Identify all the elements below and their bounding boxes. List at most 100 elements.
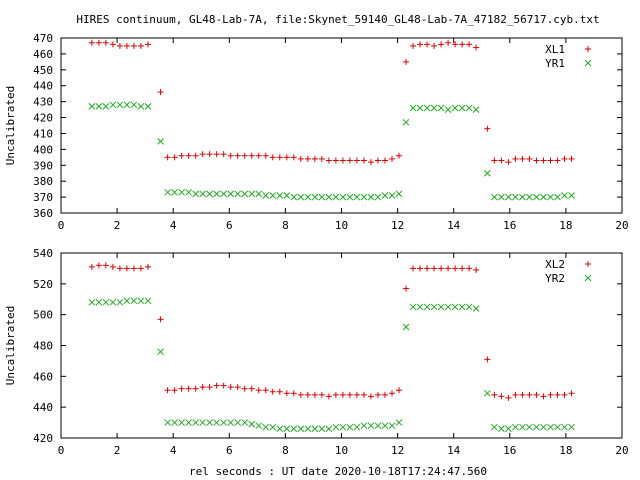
data-point xyxy=(164,188,171,196)
data-point xyxy=(498,425,505,433)
y-tick-label: 470 xyxy=(33,32,53,45)
data-point xyxy=(360,157,367,164)
x-tick-label: 12 xyxy=(391,219,404,232)
x-tick-label: 20 xyxy=(615,444,628,457)
data-point xyxy=(403,285,410,292)
data-point xyxy=(388,155,395,162)
data-point xyxy=(388,192,396,199)
data-point xyxy=(255,190,263,198)
data-point xyxy=(332,157,339,164)
data-point xyxy=(157,316,164,323)
data-point xyxy=(568,423,575,431)
x-tick-label: 10 xyxy=(335,219,348,232)
data-point xyxy=(438,41,445,48)
data-point xyxy=(417,41,424,48)
data-point xyxy=(540,423,547,431)
data-point xyxy=(130,42,137,49)
data-point xyxy=(395,419,403,426)
data-point xyxy=(512,423,519,431)
data-point xyxy=(367,422,375,430)
data-point xyxy=(318,155,325,162)
data-point xyxy=(444,303,452,311)
data-point xyxy=(130,265,137,272)
data-point xyxy=(185,385,192,392)
data-point xyxy=(234,419,242,426)
y-axis-label: Uncalibrated xyxy=(4,86,17,165)
data-point xyxy=(255,152,262,159)
data-point xyxy=(395,190,403,198)
data-point xyxy=(290,193,298,201)
data-point xyxy=(431,42,438,49)
data-point xyxy=(269,154,276,161)
data-point xyxy=(410,265,417,272)
data-point xyxy=(505,159,512,166)
legend-label: XL2 xyxy=(545,258,565,271)
data-point xyxy=(484,356,491,363)
data-point xyxy=(164,419,171,426)
data-point xyxy=(431,265,438,272)
data-point xyxy=(88,103,96,110)
data-point xyxy=(178,152,185,159)
data-point xyxy=(409,303,417,311)
data-point xyxy=(484,169,491,177)
data-point xyxy=(116,265,123,272)
data-point xyxy=(452,265,459,272)
data-point xyxy=(360,193,368,201)
data-point xyxy=(332,423,340,431)
y-tick-label: 480 xyxy=(33,340,53,353)
data-point xyxy=(241,385,248,392)
data-point xyxy=(206,419,214,426)
data-point xyxy=(178,419,185,426)
data-point xyxy=(381,192,389,199)
data-point xyxy=(444,106,452,113)
data-point xyxy=(304,425,312,433)
data-point xyxy=(255,422,263,430)
data-point xyxy=(220,151,227,158)
x-tick-label: 8 xyxy=(282,444,289,457)
y-tick-label: 440 xyxy=(33,401,53,414)
data-point xyxy=(248,420,256,428)
data-point xyxy=(459,265,466,272)
y-tick-label: 440 xyxy=(33,80,53,93)
data-point xyxy=(297,391,304,398)
data-point xyxy=(526,193,533,201)
data-point xyxy=(318,425,326,433)
data-point xyxy=(157,348,164,356)
data-point xyxy=(171,387,178,394)
data-point xyxy=(318,193,326,201)
data-point xyxy=(526,423,533,431)
data-point xyxy=(234,190,242,198)
data-point xyxy=(374,422,382,430)
data-point xyxy=(367,393,374,400)
data-point xyxy=(304,155,311,162)
legend-label: YR2 xyxy=(545,272,565,285)
data-point xyxy=(199,151,206,158)
y-tick-label: 450 xyxy=(33,64,53,77)
data-point xyxy=(116,298,124,306)
data-point xyxy=(353,391,360,398)
x-tick-label: 2 xyxy=(114,444,121,457)
data-point xyxy=(192,419,199,426)
data-point xyxy=(95,298,103,306)
data-point xyxy=(353,157,360,164)
data-point xyxy=(276,425,284,433)
data-point xyxy=(491,423,498,431)
data-point xyxy=(227,152,234,159)
y-tick-label: 400 xyxy=(33,143,53,156)
data-point xyxy=(144,297,152,305)
x-tick-label: 12 xyxy=(391,444,404,457)
data-point xyxy=(438,265,445,272)
data-point xyxy=(185,188,192,196)
data-point xyxy=(185,152,192,159)
y-axis-label: Uncalibrated xyxy=(4,306,17,385)
data-point xyxy=(519,155,526,162)
data-point xyxy=(505,425,512,433)
data-point xyxy=(424,265,431,272)
data-point xyxy=(332,193,340,201)
data-point xyxy=(388,422,396,430)
data-point xyxy=(109,41,116,48)
data-point xyxy=(283,192,291,199)
data-point xyxy=(276,388,283,395)
data-point xyxy=(297,425,305,433)
